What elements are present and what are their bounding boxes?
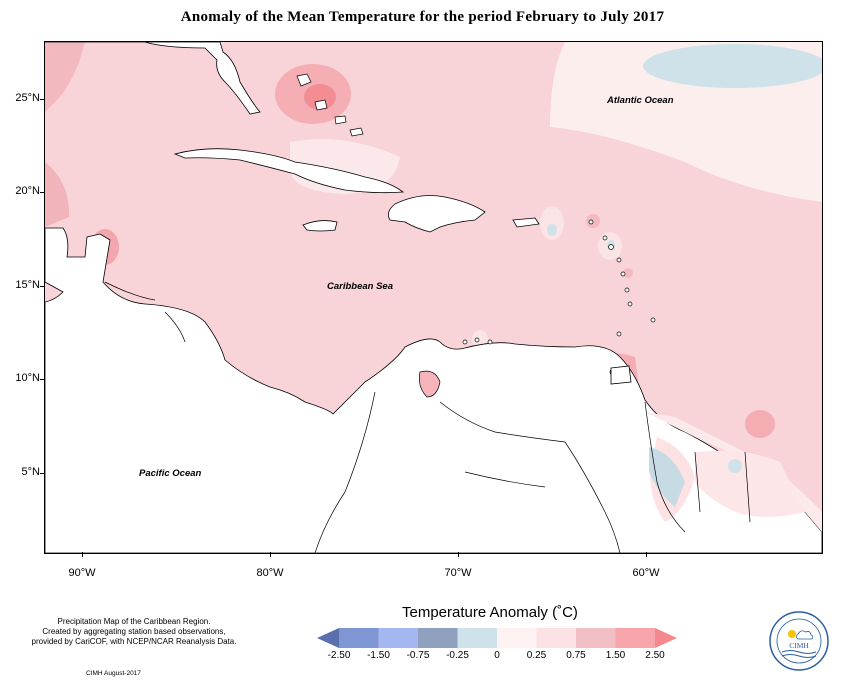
- legend-tick-label: -1.50: [367, 650, 390, 661]
- legend-cell: [655, 628, 677, 648]
- land-florida: [45, 42, 261, 115]
- legend-cell: [615, 628, 655, 648]
- legend-cell: [536, 628, 576, 648]
- lon-label-70w: 70°W: [444, 567, 472, 579]
- sun-icon: [788, 630, 796, 638]
- anomaly-patch-puerto-rico: [540, 206, 564, 240]
- credits-line-2: Created by aggregating station based obs…: [42, 627, 226, 636]
- legend-title: Temperature Anomaly (˚C): [402, 604, 578, 621]
- lake-maracaibo: [418, 370, 441, 398]
- legend-tick-label: -0.25: [446, 650, 469, 661]
- lon-tick: [646, 552, 647, 557]
- credits-line-1: Precipitation Map of the Caribbean Regio…: [57, 617, 211, 626]
- legend-cell: [457, 628, 497, 648]
- lat-label-5n: 5°N: [21, 466, 40, 478]
- cimh-logo: CIMH: [769, 611, 829, 671]
- logo-text: CIMH: [789, 641, 809, 650]
- anomaly-negative-patch-guyana: [649, 447, 685, 507]
- label-caribbean-sea: Caribbean Sea: [327, 281, 393, 292]
- anomaly-map: [45, 42, 822, 553]
- legend-tick-label: 1.50: [605, 650, 626, 661]
- credits-line-3: provided by CariCOF, with NCEP/NCAR Rean…: [31, 637, 237, 646]
- credits-date: CIMH August-2017: [86, 670, 141, 677]
- lat-tick: [40, 192, 44, 193]
- lon-tick: [458, 552, 459, 557]
- lon-tick: [270, 552, 271, 557]
- anomaly-warm-patch-yucatan: [45, 162, 70, 227]
- legend-tick-label: 0.75: [566, 650, 586, 661]
- lat-label-25n: 25°N: [15, 92, 40, 104]
- lat-label-15n: 15°N: [15, 279, 40, 291]
- land-hispaniola: [387, 195, 486, 233]
- lat-tick: [40, 473, 44, 474]
- legend-tick-label: 0: [494, 650, 500, 661]
- lat-label-20n: 20°N: [15, 185, 40, 197]
- land-cuba: [173, 148, 405, 194]
- legend-tick-label: 2.50: [645, 650, 665, 661]
- lon-label-60w: 60°W: [632, 567, 660, 579]
- legend-tick-label: -0.75: [406, 650, 430, 661]
- credits: Precipitation Map of the Caribbean Regio…: [14, 617, 254, 647]
- lon-label-80w: 80°W: [256, 567, 284, 579]
- label-atlantic-ocean: Atlantic Ocean: [607, 95, 674, 106]
- legend-cell: [339, 628, 379, 648]
- lat-tick: [40, 99, 44, 100]
- lat-tick: [40, 286, 44, 287]
- anomaly-negative-patch-atlantic: [643, 44, 822, 88]
- legend-cell: [497, 628, 537, 648]
- map-title: Anomaly of the Mean Temperature for the …: [180, 9, 665, 25]
- legend-cell: [418, 628, 458, 648]
- legend-cell: [576, 628, 616, 648]
- country-borders: [104, 281, 751, 553]
- label-pacific-ocean: Pacific Ocean: [139, 468, 202, 479]
- land-jamaica: [302, 220, 338, 232]
- anomaly-hot-spot-bahamas: [304, 84, 336, 110]
- lat-label-10n: 10°N: [15, 372, 40, 384]
- legend-colorbar: [317, 628, 677, 648]
- land-trinidad: [610, 365, 632, 385]
- legend-cell: [317, 628, 339, 648]
- anomaly-warm-patch-guiana: [745, 410, 775, 438]
- lat-tick: [40, 379, 44, 380]
- lon-label-90w: 90°W: [68, 567, 96, 579]
- legend-tick-label: -2.50: [327, 650, 351, 661]
- anomaly-warm-patch-gulf: [45, 42, 85, 112]
- map-canvas: [44, 41, 823, 554]
- legend-tick-label: 0.25: [526, 650, 547, 661]
- land-bahamas: [296, 73, 364, 137]
- lon-tick: [82, 552, 83, 557]
- land-puerto-rico: [512, 217, 540, 228]
- legend-cell: [378, 628, 418, 648]
- cloud-icon: [796, 630, 814, 640]
